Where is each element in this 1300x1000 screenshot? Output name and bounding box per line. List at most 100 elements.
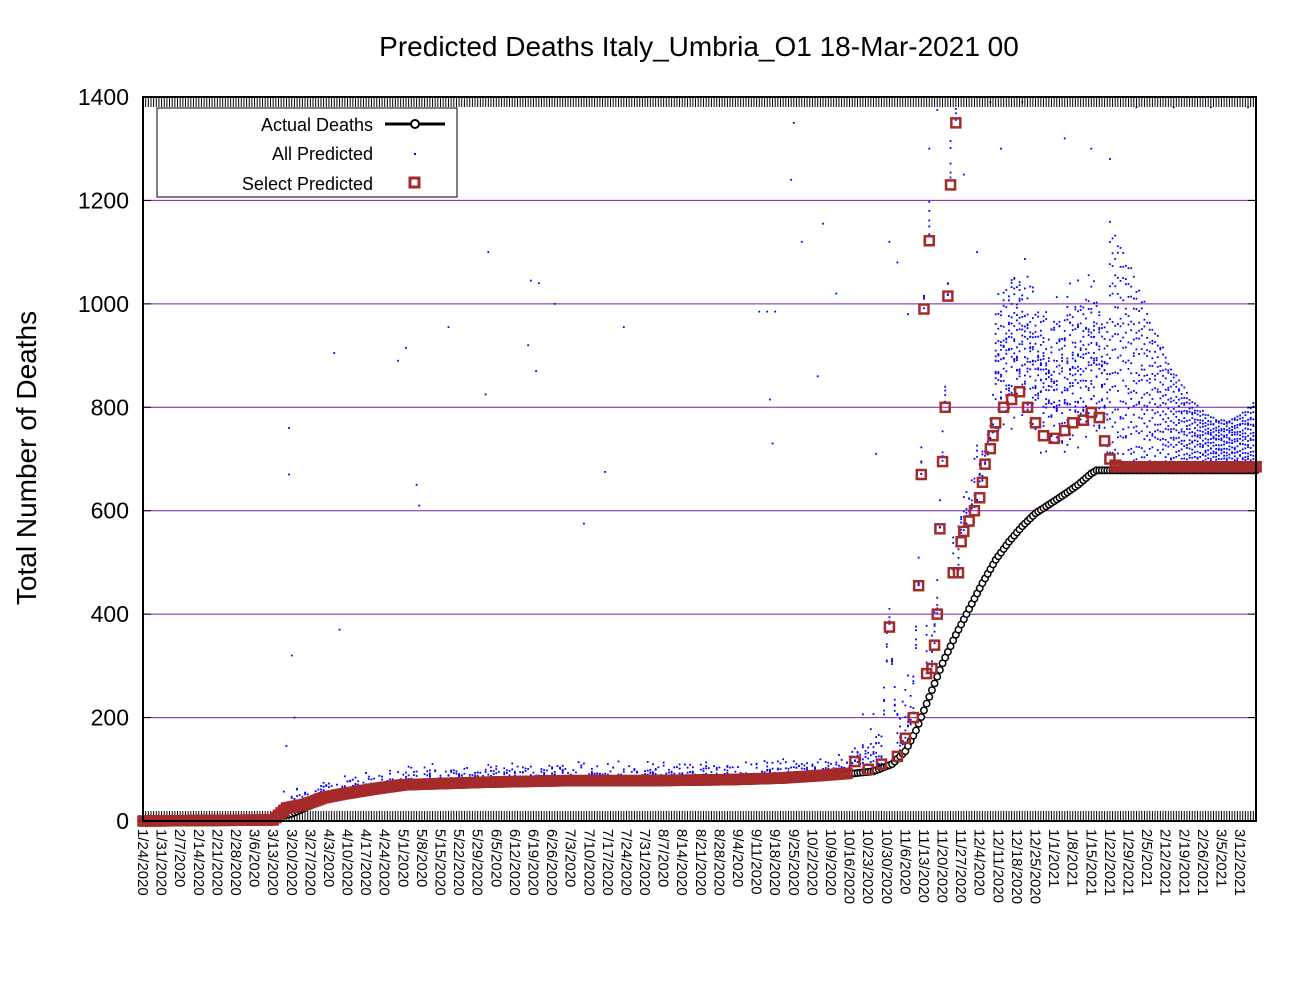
predicted-dot — [1167, 369, 1170, 372]
predicted-dot — [915, 647, 917, 650]
predicted-dot — [1167, 389, 1170, 391]
predicted-dot — [1082, 408, 1085, 411]
predicted-dot — [1071, 329, 1074, 331]
predicted-dot — [1016, 359, 1018, 362]
predicted-dot — [1143, 325, 1146, 328]
predicted-dot — [1225, 451, 1228, 454]
predicted-dot — [1233, 417, 1236, 420]
predicted-dot — [1042, 368, 1045, 371]
predicted-dot — [1000, 358, 1002, 361]
predicted-dot — [1249, 459, 1252, 462]
predicted-dot — [1023, 330, 1026, 333]
x-tick-label: 6/12/2020 — [506, 829, 523, 896]
predicted-dot — [1231, 439, 1233, 442]
predicted-dot — [1217, 425, 1220, 428]
x-tick-label: 1/1/2021 — [1045, 829, 1062, 887]
predicted-dot — [1101, 327, 1103, 329]
predicted-dot — [1101, 335, 1103, 338]
predicted-dot — [1231, 418, 1233, 421]
predicted-dot — [673, 772, 676, 775]
predicted-dot — [1010, 347, 1013, 350]
predicted-dot — [1180, 384, 1183, 387]
predicted-dot — [1002, 344, 1005, 347]
predicted-dot — [1183, 397, 1186, 399]
predicted-dot — [1111, 252, 1114, 255]
predicted-dot — [933, 625, 936, 627]
predicted-dot — [1138, 416, 1141, 419]
predicted-dot — [1085, 352, 1087, 355]
predicted-dot — [1093, 424, 1095, 427]
predicted-dot — [877, 764, 880, 766]
predicted-dot — [790, 766, 793, 769]
predicted-dot — [1228, 437, 1231, 440]
predicted-dot — [1186, 401, 1188, 404]
predicted-dot — [888, 240, 891, 243]
predicted-dot — [1186, 458, 1188, 461]
predicted-dot — [853, 759, 856, 762]
predicted-dot — [1109, 241, 1111, 244]
predicted-dot — [524, 769, 527, 772]
actual-deaths-point — [912, 726, 920, 735]
x-tick-label: 5/29/2020 — [469, 829, 486, 896]
predicted-dot — [1034, 385, 1037, 387]
predicted-dot — [1116, 356, 1119, 359]
select-predicted-point — [1021, 401, 1034, 414]
predicted-dot — [620, 773, 623, 776]
predicted-dot — [1047, 415, 1050, 418]
predicted-dot — [1170, 430, 1172, 433]
predicted-dot — [1167, 407, 1170, 410]
predicted-dot — [495, 765, 498, 768]
predicted-dot — [1143, 300, 1146, 303]
predicted-dot — [1047, 357, 1050, 360]
predicted-dot — [1053, 370, 1056, 373]
predicted-dot — [877, 755, 880, 758]
predicted-dot — [1029, 285, 1032, 288]
predicted-dot — [351, 778, 354, 781]
predicted-dot — [391, 778, 394, 781]
predicted-dot — [1119, 325, 1122, 328]
x-tick-label: 7/17/2020 — [599, 829, 616, 896]
predicted-dot — [1074, 411, 1077, 413]
predicted-dot — [657, 766, 660, 769]
predicted-dot — [1034, 428, 1037, 431]
predicted-dot — [946, 294, 949, 296]
predicted-dot — [1090, 311, 1093, 314]
predicted-dot — [1085, 385, 1087, 388]
predicted-dot — [1151, 434, 1154, 437]
predicted-dot — [691, 770, 694, 773]
predicted-dot — [1138, 432, 1141, 434]
predicted-dot — [1186, 434, 1188, 437]
predicted-dot — [678, 763, 681, 766]
predicted-dot — [1138, 337, 1141, 340]
predicted-dot — [1223, 436, 1226, 438]
x-tick-label: 5/8/2020 — [413, 829, 430, 887]
predicted-dot — [1114, 348, 1117, 351]
predicted-dot — [1170, 457, 1172, 460]
predicted-dot — [1209, 420, 1212, 423]
predicted-dot — [1071, 357, 1074, 360]
predicted-dot — [1021, 414, 1024, 416]
predicted-dot — [827, 761, 830, 764]
predicted-dot — [949, 147, 952, 149]
select-predicted-point — [952, 567, 965, 579]
predicted-dot — [1005, 362, 1008, 365]
predicted-dot — [957, 563, 960, 566]
predicted-dot — [1209, 423, 1212, 426]
predicted-dot — [1143, 368, 1146, 371]
predicted-dot — [838, 764, 840, 767]
x-tick-label: 7/24/2020 — [617, 829, 634, 896]
predicted-dot — [450, 769, 453, 772]
predicted-dot — [806, 768, 808, 771]
predicted-dot — [949, 140, 952, 142]
predicted-dot — [1114, 333, 1117, 335]
predicted-dot — [800, 240, 803, 243]
predicted-dot — [1087, 274, 1090, 277]
predicted-dot — [1228, 445, 1231, 448]
predicted-dot — [506, 769, 508, 772]
predicted-dot — [1023, 315, 1026, 317]
predicted-dot — [463, 772, 466, 775]
predicted-dot — [1233, 448, 1236, 451]
predicted-dot — [1148, 448, 1151, 450]
predicted-dot — [606, 773, 609, 776]
